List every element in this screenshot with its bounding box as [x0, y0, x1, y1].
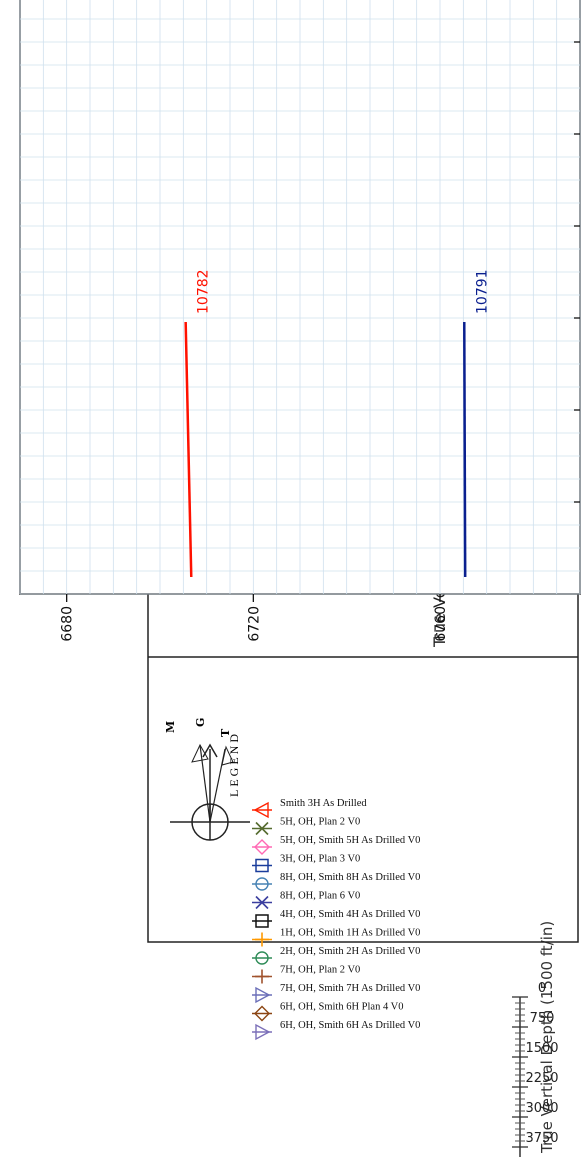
legend-label: 8H, OH, Smith 8H As Drilled V0	[280, 872, 420, 883]
north-t-label: T	[219, 728, 232, 737]
legend-label: 6H, OH, Smith 6H Plan 4 V0	[280, 1002, 403, 1013]
legend-item: 5H, OH, Plan 2 V0	[252, 817, 360, 836]
legend-marker-icon	[255, 914, 269, 928]
overview-ylabel: True Vertical Depth (1500 ft/in)	[538, 921, 556, 1154]
legend-item: 6H, OH, Smith 6H Plan 4 V0	[252, 1002, 403, 1022]
legend-marker-icon	[254, 839, 270, 855]
legend-item: 1H, OH, Smith 1H As Drilled V0	[252, 928, 420, 947]
legend-marker-icon	[255, 895, 269, 910]
overview-tick-label: 1500	[525, 1041, 558, 1056]
legend-marker-icon	[253, 801, 269, 819]
legend-marker-icon	[255, 821, 269, 836]
legend-item: Smith 3H As Drilled	[252, 798, 367, 819]
legend-item: 2H, OH, Smith 2H As Drilled V0	[252, 946, 420, 965]
legend-items: 6H, OH, Smith 6H As Drilled V0 6H, OH, Sm…	[252, 798, 420, 1041]
legend-label: 8H, OH, Plan 6 V0	[280, 891, 360, 902]
overview-tick-label: 3000	[525, 1101, 558, 1116]
legend-item: 8H, OH, Plan 6 V0	[252, 891, 360, 910]
overview-ticks: 0 750 1500 2250 3000 3750	[512, 981, 559, 1148]
legend-label: 7H, OH, Smith 7H As Drilled V0	[280, 983, 420, 994]
legend-item: 6H, OH, Smith 6H As Drilled V0	[252, 1020, 420, 1041]
legend-marker-icon	[255, 932, 269, 947]
north-arrow-icon: M G T	[164, 718, 250, 841]
detail-series: 10782 10791	[184, 269, 490, 578]
overview-tick-label: 750	[530, 1011, 555, 1026]
legend-marker-icon	[255, 877, 269, 891]
legend-marker-icon	[255, 986, 271, 1004]
legend-marker-icon	[255, 858, 269, 873]
detail-series-line	[463, 321, 467, 578]
detail-series-line	[184, 321, 193, 578]
legend-label: 7H, OH, Plan 2 V0	[280, 965, 360, 976]
legend-item: 7H, OH, Smith 7H As Drilled V0	[252, 983, 420, 1004]
legend-label: 6H, OH, Smith 6H As Drilled V0	[280, 1020, 420, 1031]
detail-tick-label: 6720	[246, 606, 262, 642]
detail-grid	[19, 0, 581, 595]
north-g-label: G	[194, 718, 207, 727]
detail-tick-label: 6680	[60, 606, 76, 642]
detail-end-label: 10791	[474, 269, 490, 314]
legend-label: 4H, OH, Smith 4H As Drilled V0	[280, 909, 420, 920]
north-m-label: M	[164, 721, 177, 733]
detail-end-label: 10782	[196, 269, 212, 314]
legend-marker-icon	[255, 1023, 271, 1041]
legend-marker-icon	[254, 1005, 270, 1022]
legend-item: 8H, OH, Smith 8H As Drilled V0	[252, 872, 420, 891]
legend-marker-icon	[255, 951, 269, 965]
legend-label: 5H, OH, Smith 5H As Drilled V0	[280, 835, 420, 846]
overview-tick-label: 0	[538, 981, 546, 996]
legend-label: 5H, OH, Plan 2 V0	[280, 817, 360, 828]
legend-label: 3H, OH, Plan 3 V0	[280, 854, 360, 865]
detail-ticks: 6680 6720 6760	[60, 41, 580, 642]
legend-item: 5H, OH, Smith 5H As Drilled V0	[252, 835, 420, 855]
overview-tick-label: 2250	[525, 1071, 558, 1086]
overview-tick-label: 3750	[525, 1131, 558, 1146]
legend-label: Smith 3H As Drilled	[280, 798, 367, 809]
detail-tick-label: 6760	[433, 606, 449, 642]
legend-title: LEGEND	[227, 731, 241, 797]
legend-marker-icon	[255, 969, 269, 984]
legend-label: 2H, OH, Smith 2H As Drilled V0	[280, 946, 420, 957]
detail-panel: True Vertical Depth (40 ft/in) 668067206…	[19, 0, 581, 648]
legend-item: 4H, OH, Smith 4H As Drilled V0	[252, 909, 420, 928]
legend-label: 1H, OH, Smith 1H As Drilled V0	[280, 928, 420, 939]
legend-item: 7H, OH, Plan 2 V0	[252, 965, 360, 984]
legend-item: 3H, OH, Plan 3 V0	[252, 854, 360, 873]
